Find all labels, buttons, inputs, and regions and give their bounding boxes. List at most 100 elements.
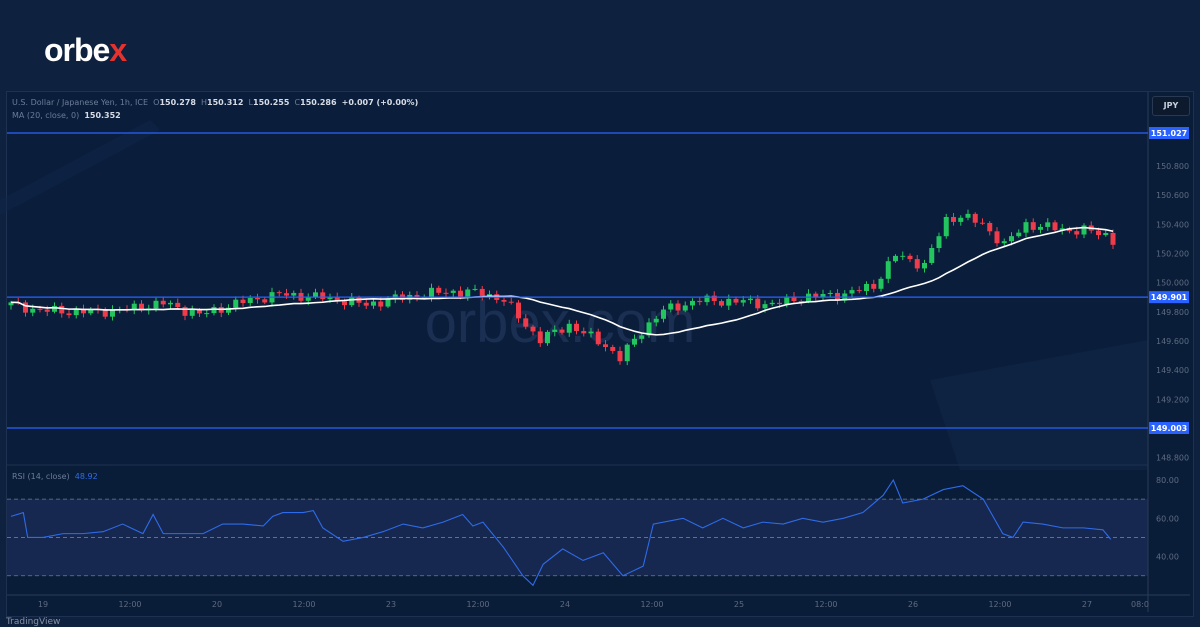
- candle-body: [574, 323, 579, 332]
- candle: [958, 215, 964, 226]
- candle-body: [168, 302, 173, 305]
- candle: [88, 307, 94, 316]
- candle-body: [327, 296, 333, 300]
- time-tick-label: 12:00: [988, 600, 1011, 609]
- candle-body: [472, 288, 478, 290]
- level-price-label: 149.003: [1151, 424, 1187, 433]
- candle: [559, 327, 565, 335]
- tradingview-footer[interactable]: TradingView: [6, 617, 61, 627]
- candle-body: [363, 302, 369, 306]
- candle-body: [66, 313, 72, 316]
- background-shape: [930, 340, 1148, 470]
- candle-body: [508, 301, 514, 303]
- price-tick-label: 149.400: [1156, 366, 1189, 375]
- candle-body: [226, 307, 231, 313]
- candle: [1030, 218, 1036, 233]
- candle: [972, 212, 978, 228]
- candle-body: [240, 299, 246, 304]
- level-price-label: 151.027: [1151, 129, 1187, 138]
- candle-body: [255, 297, 260, 300]
- candle: [465, 287, 471, 301]
- candle-body: [668, 303, 674, 310]
- candle: [371, 299, 376, 309]
- candle-body: [59, 305, 65, 314]
- candle-body: [603, 344, 608, 348]
- candle: [682, 301, 688, 313]
- candle: [1009, 232, 1014, 246]
- candle: [595, 328, 601, 346]
- candle-body: [414, 294, 420, 298]
- candle-body: [632, 338, 637, 345]
- candle: [719, 299, 724, 308]
- candle-body: [189, 310, 195, 316]
- time-tick-label: 08:0: [1131, 600, 1149, 609]
- candle: [827, 290, 833, 298]
- candle: [668, 300, 674, 313]
- candle: [537, 327, 543, 347]
- open-label: O: [153, 98, 160, 107]
- candle-body: [856, 290, 862, 292]
- candle: [690, 298, 695, 310]
- candle-body: [740, 300, 746, 303]
- candle-body: [878, 278, 884, 289]
- candle-body: [1059, 228, 1065, 231]
- candle: [472, 284, 478, 292]
- candle: [994, 227, 1000, 247]
- watermark: orbex.com: [425, 290, 696, 355]
- candle: [1052, 220, 1058, 233]
- candle: [436, 285, 442, 296]
- candle-body: [73, 308, 79, 316]
- candle: [617, 346, 623, 365]
- candle-body: [160, 300, 166, 305]
- candle: [1016, 229, 1022, 238]
- candle-body: [813, 293, 819, 298]
- candle: [8, 300, 14, 310]
- candle-body: [914, 259, 920, 269]
- candle-body: [530, 326, 536, 332]
- candle-body: [349, 297, 355, 306]
- candle: [363, 298, 369, 309]
- candle-body: [334, 296, 340, 302]
- candle-body: [204, 313, 210, 315]
- time-tick-label: 12:00: [118, 600, 141, 609]
- candle-body: [1030, 222, 1036, 230]
- candle: [81, 304, 86, 318]
- candle-body: [777, 302, 782, 305]
- candle-body: [885, 261, 891, 279]
- candle-body: [465, 289, 471, 297]
- background-shape: [0, 120, 160, 215]
- candle-body: [385, 298, 391, 307]
- candle-body: [1110, 232, 1116, 245]
- candle-body: [44, 309, 50, 312]
- candle: [588, 327, 594, 338]
- candle: [523, 314, 529, 330]
- candle-body: [624, 344, 630, 362]
- candle-body: [1052, 222, 1058, 231]
- candle: [66, 309, 72, 319]
- candle: [1023, 218, 1029, 237]
- candle-body: [769, 302, 775, 305]
- candle: [907, 253, 913, 263]
- candle-body: [733, 298, 739, 303]
- candle-body: [342, 301, 347, 306]
- candle: [610, 344, 616, 354]
- time-tick-label: 23: [386, 600, 396, 609]
- candle: [769, 299, 775, 307]
- price-tick-label: 149.200: [1156, 395, 1189, 404]
- candle-body: [37, 308, 43, 310]
- candle: [885, 256, 891, 284]
- level-price-tag: [1149, 127, 1189, 139]
- candle-body: [595, 331, 601, 345]
- currency-button[interactable]: JPY: [1152, 96, 1190, 116]
- candle-body: [784, 296, 790, 305]
- candle-body: [516, 302, 521, 319]
- candle: [1059, 223, 1065, 235]
- candle-body: [262, 299, 268, 303]
- rsi-value: 48.92: [74, 472, 98, 481]
- candle-body: [479, 288, 485, 297]
- candle-body: [88, 308, 94, 314]
- candle: [603, 340, 608, 352]
- candle-body: [791, 296, 797, 301]
- candle-body: [131, 303, 137, 310]
